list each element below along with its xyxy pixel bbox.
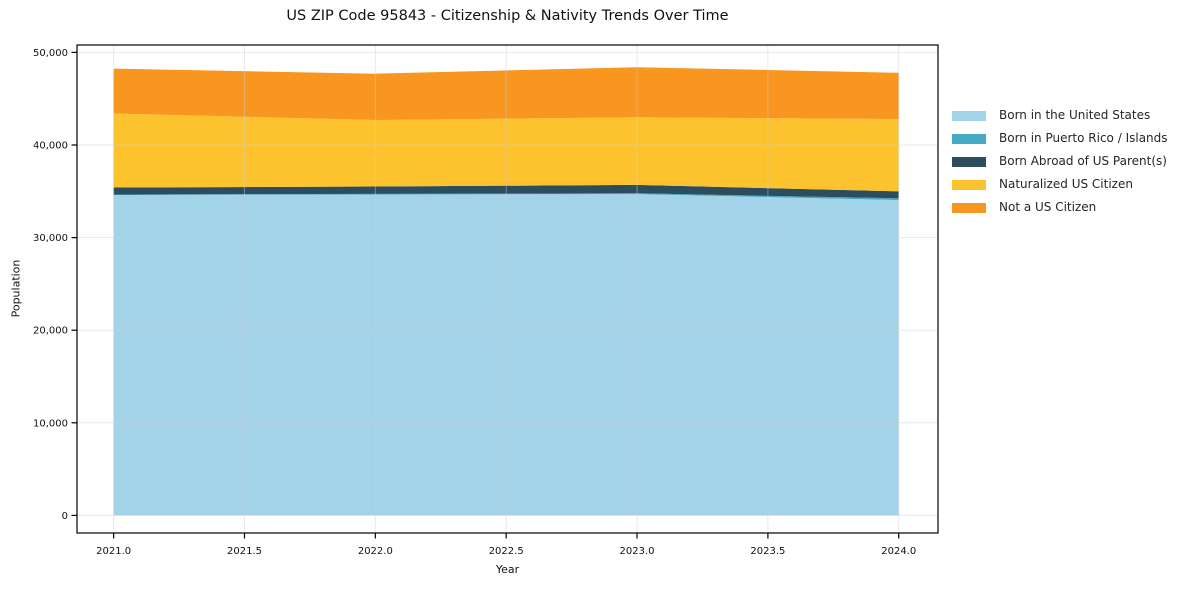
legend-label: Naturalized US Citizen [999,177,1133,191]
area-naturalized-us-citizen [113,113,899,192]
plot-area-frame [76,44,939,534]
area-born-abroad-of-us-parent-s [113,184,899,199]
legend-label: Born Abroad of US Parent(s) [999,154,1167,168]
y-tick-label: 20,000 [33,326,68,337]
x-tick-label: 2022.5 [489,546,524,557]
x-tick-label: 2021.5 [227,546,262,557]
y-axis-label: Population [9,259,23,318]
x-tick-label: 2023.0 [620,546,655,557]
y-tick-label: 0 [62,511,68,522]
legend-item-not-a-us-citizen: Not a US Citizen [952,200,1168,215]
area-not-a-us-citizen [113,67,899,120]
y-tick-label: 10,000 [33,418,68,429]
x-tick-label: 2022.0 [358,546,393,557]
legend-swatch-icon [952,179,986,190]
y-tick-label: 40,000 [33,141,68,152]
legend-swatch-icon [952,156,986,167]
area-born-in-the-united-states [113,194,899,516]
legend-label: Not a US Citizen [999,200,1097,214]
legend-label: Born in the United States [999,108,1151,122]
legend-swatch-icon [952,202,986,213]
x-axis-label: Year [495,563,520,576]
legend-item-born-in-puerto-rico-islands: Born in Puerto Rico / Islands [952,131,1168,146]
area-born-in-puerto-rico-islands [113,193,899,201]
legend-label: Born in Puerto Rico / Islands [999,131,1168,145]
x-tick-label: 2024.0 [881,546,916,557]
legend-item-born-abroad-of-us-parent-s: Born Abroad of US Parent(s) [952,154,1168,169]
chart-legend: Born in the United States Born in Puerto … [952,108,1168,223]
legend-swatch-icon [952,133,986,144]
x-tick-label: 2021.0 [96,546,131,557]
y-tick-label: 50,000 [33,48,68,59]
legend-item-naturalized-us-citizen: Naturalized US Citizen [952,177,1168,192]
x-tick-label: 2023.5 [750,546,785,557]
legend-item-born-in-the-united-states: Born in the United States [952,108,1168,123]
y-tick-label: 30,000 [33,233,68,244]
legend-swatch-icon [952,110,986,121]
chart-title: US ZIP Code 95843 - Citizenship & Nativi… [286,8,729,24]
